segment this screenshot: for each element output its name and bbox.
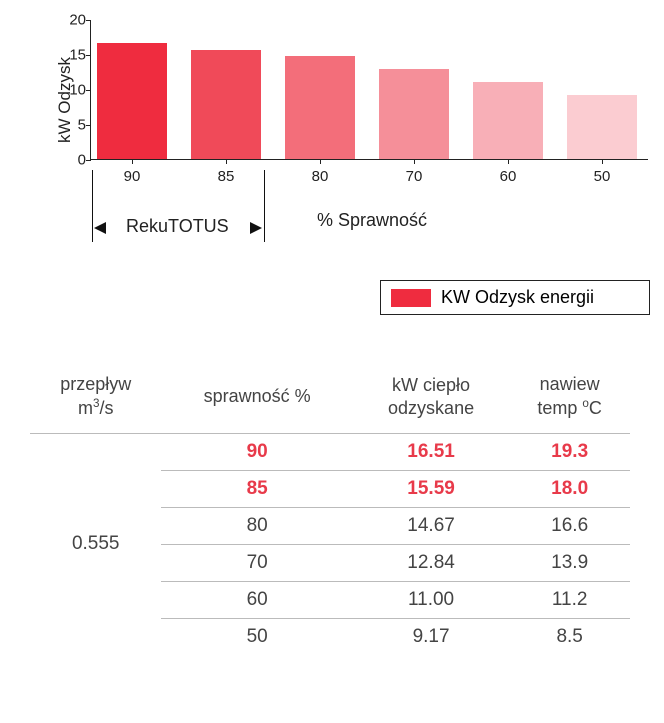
bar — [473, 82, 543, 159]
x-tick-label: 90 — [124, 168, 141, 185]
y-tick-label: 10 — [56, 82, 86, 99]
table-cell: 80 — [161, 507, 352, 544]
table-cell: 85 — [161, 470, 352, 507]
table-cell: 14.67 — [353, 507, 509, 544]
table-cell: 13.9 — [509, 544, 630, 581]
x-tick-label: 50 — [594, 168, 611, 185]
y-tick-label: 20 — [56, 12, 86, 29]
legend: KW Odzysk energii — [380, 280, 650, 315]
x-tick-label: 85 — [218, 168, 235, 185]
table-cell: 15.59 — [353, 470, 509, 507]
y-tick-label: 5 — [56, 117, 86, 134]
x-tick-label: 60 — [500, 168, 517, 185]
data-table: przepływm3/ssprawność %kW ciepłoodzyskan… — [30, 365, 630, 655]
table-cell: 9.17 — [353, 618, 509, 655]
x-tick-label: 70 — [406, 168, 423, 185]
plot-area: 05101520908580706050% Sprawność — [90, 20, 648, 160]
flow-cell: 0.555 — [30, 433, 161, 655]
bar — [567, 95, 637, 159]
table-cell: 11.00 — [353, 581, 509, 618]
x-axis-label: % Sprawność — [317, 210, 427, 231]
legend-swatch — [391, 289, 431, 307]
bar — [97, 43, 167, 159]
table-header: sprawność % — [161, 365, 352, 433]
bar — [379, 69, 449, 159]
table-cell: 8.5 — [509, 618, 630, 655]
table-cell: 60 — [161, 581, 352, 618]
bar — [285, 56, 355, 159]
table-cell: 16.6 — [509, 507, 630, 544]
bar — [191, 50, 261, 159]
table-header: kW ciepłoodzyskane — [353, 365, 509, 433]
table-cell: 19.3 — [509, 433, 630, 470]
table-header: nawiewtemp oC — [509, 365, 630, 433]
y-tick-label: 15 — [56, 47, 86, 64]
table-header: przepływm3/s — [30, 365, 161, 433]
table-cell: 18.0 — [509, 470, 630, 507]
legend-text: KW Odzysk energii — [441, 287, 594, 308]
x-tick-label: 80 — [312, 168, 329, 185]
table-cell: 16.51 — [353, 433, 509, 470]
y-tick-label: 0 — [56, 152, 86, 169]
table-cell: 90 — [161, 433, 352, 470]
table-cell: 11.2 — [509, 581, 630, 618]
table-cell: 12.84 — [353, 544, 509, 581]
rekutotus-label: RekuTOTUS — [126, 216, 229, 237]
bar-chart: kW Odzysk 05101520908580706050% Sprawnoś… — [70, 20, 650, 180]
table-cell: 70 — [161, 544, 352, 581]
table-cell: 50 — [161, 618, 352, 655]
table-row: 0.5559016.5119.3 — [30, 433, 630, 470]
